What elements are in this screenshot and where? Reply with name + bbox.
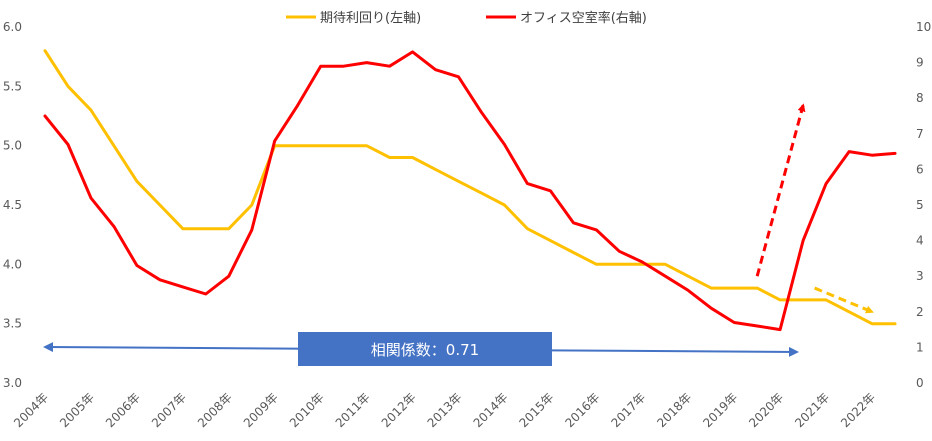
y-axis-left: 3.0 3.5 4.0 4.5 5.0 5.5 6.0 [3, 20, 22, 390]
y-right-tick-label: 0 [916, 376, 924, 390]
y-left-tick-label: 3.0 [3, 376, 22, 390]
x-tick-label: 2022年 [838, 390, 878, 430]
series-line-vacancy [43, 50, 897, 332]
y-left-tick-label: 4.5 [3, 198, 22, 212]
x-tick-label: 2017年 [608, 390, 648, 430]
x-tick-label: 2006年 [103, 390, 143, 430]
y-right-tick-label: 8 [916, 91, 924, 105]
x-tick-label: 2005年 [57, 390, 97, 430]
y-left-tick-label: 4.0 [3, 257, 22, 271]
x-tick-label: 2014年 [471, 390, 511, 430]
series-group [43, 49, 897, 332]
x-tick-label: 2016年 [562, 390, 602, 430]
x-tick-label: 2013年 [425, 390, 465, 430]
x-tick-label: 2020年 [746, 390, 786, 430]
x-tick-label: 2019年 [700, 390, 740, 430]
y-left-tick-label: 5.0 [3, 139, 22, 153]
x-tick-label: 2018年 [654, 390, 694, 430]
y-right-tick-label: 9 [916, 56, 924, 70]
y-right-tick-label: 6 [916, 162, 924, 176]
y-right-tick-label: 5 [916, 198, 924, 212]
x-tick-label: 2009年 [241, 390, 281, 430]
yellow-trend-arrow [814, 286, 874, 314]
red-trend-arrow [755, 103, 806, 277]
legend-label-yield: 期待利回り(左軸) [320, 11, 421, 26]
trend-arrows [755, 103, 874, 314]
correlation-box [298, 332, 552, 366]
y-right-tick-label: 3 [916, 269, 924, 283]
correlation-annotation: 相関係数：0.71 [43, 332, 799, 366]
x-tick-label: 2004年 [11, 390, 51, 430]
y-left-tick-label: 5.5 [3, 79, 22, 93]
y-right-tick-label: 2 [916, 305, 924, 319]
y-right-tick-label: 4 [916, 234, 924, 248]
x-tick-label: 2007年 [149, 390, 189, 430]
y-axis-right: 0 1 2 3 4 5 6 7 8 9 10 [916, 20, 931, 390]
x-tick-label: 2011年 [333, 390, 373, 430]
y-right-tick-label: 10 [916, 20, 931, 34]
x-tick-label: 2012年 [379, 390, 419, 430]
x-tick-label: 2008年 [195, 390, 235, 430]
x-tick-label: 2021年 [792, 390, 832, 430]
legend-label-vacancy: オフィス空室率(右軸) [520, 10, 647, 26]
legend: 期待利回り(左軸) オフィス空室率(右軸) [286, 10, 647, 26]
y-right-tick-label: 1 [916, 340, 924, 354]
x-tick-label: 2015年 [517, 390, 557, 430]
y-left-tick-label: 6.0 [3, 20, 22, 34]
series-line-yield [43, 49, 897, 326]
y-left-tick-label: 3.5 [3, 317, 22, 331]
y-right-tick-label: 7 [916, 127, 924, 141]
x-tick-label: 2010年 [287, 390, 327, 430]
x-axis: 2004年 2005年 2006年 2007年 2008年 2009年 2010年 2011年… [11, 390, 878, 430]
correlation-label: 相関係数：0.71 [371, 341, 479, 359]
